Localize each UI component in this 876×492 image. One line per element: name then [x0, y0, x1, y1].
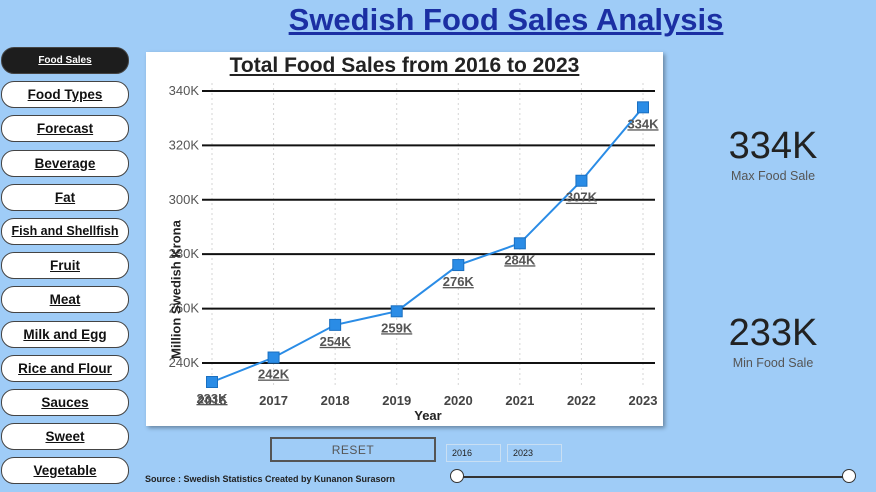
max-food-sale-card: 334K Max Food Sale: [698, 127, 848, 183]
nav-button-food-sales[interactable]: Food Sales: [1, 47, 129, 74]
data-label: 242K: [258, 367, 290, 382]
nav-button-sauces[interactable]: Sauces: [1, 388, 129, 416]
data-point: [206, 376, 218, 388]
x-tick-label: 2019: [382, 393, 411, 408]
data-label: 307K: [566, 190, 598, 205]
min-food-sale-label: Min Food Sale: [732, 356, 814, 370]
min-food-sale-value: 233K: [728, 312, 818, 354]
line-chart: Total Food Sales from 2016 to 2023 240K 2…: [146, 52, 663, 426]
nav-button-fruit[interactable]: Fruit: [1, 252, 129, 280]
reset-button[interactable]: RESET: [270, 437, 436, 462]
nav-button-beverage[interactable]: Beverage: [1, 149, 129, 177]
x-tick-label: 2021: [505, 393, 534, 408]
y-tick-label: 280K: [169, 246, 200, 261]
end-year-input[interactable]: 2023: [507, 444, 562, 462]
nav-button-vegetable[interactable]: Vegetable: [1, 457, 129, 485]
data-label: 259K: [381, 320, 413, 335]
y-tick-label: 320K: [169, 137, 200, 152]
max-food-sale-value: 334K: [728, 125, 818, 167]
nav-button-food-types[interactable]: Food Types: [1, 81, 129, 109]
nav-button-meat[interactable]: Meat: [1, 286, 129, 314]
start-year-input[interactable]: 2016: [446, 444, 501, 462]
y-axis-label: Million Swedish Krona: [168, 220, 184, 359]
data-point: [513, 237, 526, 250]
y-tick-label: 340K: [169, 83, 200, 98]
nav-button-fish-and-shellfish[interactable]: Fish and Shellfish: [1, 217, 129, 245]
x-axis-label: Year: [414, 408, 442, 423]
x-tick-label: 2017: [259, 393, 288, 408]
max-food-sale-label: Max Food Sale: [730, 169, 816, 183]
y-tick-label: 300K: [169, 192, 200, 207]
data-label: 276K: [443, 274, 475, 289]
year-slider-end-handle[interactable]: [842, 469, 856, 483]
page-navigation: Food Sales Food Types Forecast Beverage Fat F…: [1, 47, 129, 491]
data-label: 233K: [196, 391, 228, 406]
x-tick-label: 2022: [567, 393, 596, 408]
min-food-sale-card: 233K Min Food Sale: [698, 314, 848, 370]
nav-button-rice-and-flour[interactable]: Rice and Flour: [1, 354, 129, 382]
data-point: [575, 174, 588, 187]
data-label: 254K: [320, 334, 352, 349]
year-slider-track[interactable]: [457, 476, 849, 478]
data-label: 334K: [627, 116, 659, 131]
x-tick-label: 2016: [198, 393, 227, 408]
nav-button-milk-and-egg[interactable]: Milk and Egg: [1, 320, 129, 348]
nav-button-sweet[interactable]: Sweet: [1, 423, 129, 451]
x-tick-label: 2018: [321, 393, 350, 408]
series-line: [211, 106, 644, 383]
nav-button-forecast[interactable]: Forecast: [1, 115, 129, 143]
y-tick-label: 240K: [169, 355, 200, 370]
data-label: 284K: [504, 252, 536, 267]
chart-plot: 240K 260K 280K 300K 320K 340K 2016 2017 2018 2019…: [169, 83, 659, 408]
year-slider-start-handle[interactable]: [450, 469, 464, 483]
data-point: [637, 101, 649, 114]
nav-button-fat[interactable]: Fat: [1, 183, 129, 211]
data-point: [452, 259, 465, 272]
chart-title: Total Food Sales from 2016 to 2023: [229, 54, 580, 77]
page-title: Swedish Food Sales Analysis: [288, 2, 724, 37]
source-note: Source : Swedish Statistics Created by K…: [145, 474, 396, 484]
data-point: [329, 318, 342, 331]
data-point: [267, 351, 280, 364]
y-tick-label: 260K: [169, 301, 200, 316]
x-tick-label: 2023: [629, 393, 658, 408]
x-tick-label: 2020: [444, 393, 473, 408]
data-point: [390, 305, 403, 318]
